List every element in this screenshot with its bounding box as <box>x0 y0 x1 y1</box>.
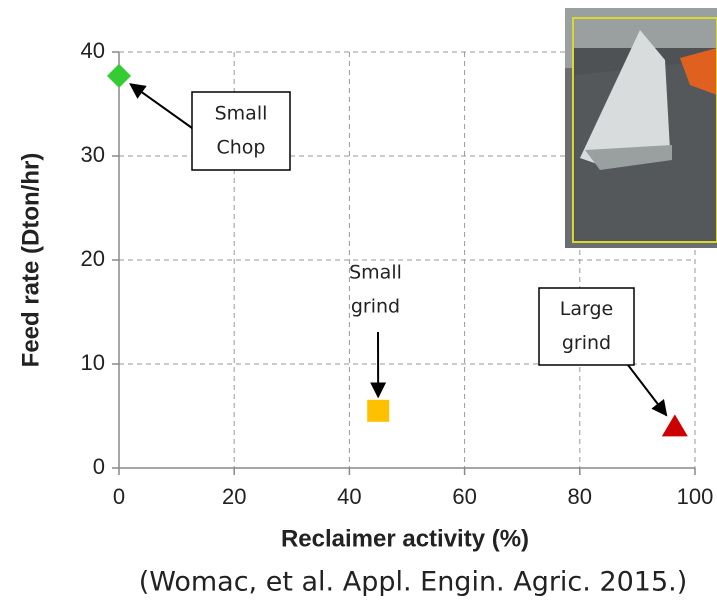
x-tick-label: 40 <box>337 484 361 509</box>
x-axis-label: Reclaimer activity (%) <box>281 525 529 552</box>
annotation-box <box>191 91 291 171</box>
annotation-arrow <box>129 83 193 129</box>
annotation-text: grind <box>351 296 400 318</box>
y-tick-label: 30 <box>81 142 105 167</box>
x-tick-label: 80 <box>568 484 592 509</box>
caption: (Womac, et al. Appl. Engin. Agric. 2015.… <box>139 567 688 598</box>
annotation-text: grind <box>562 332 611 354</box>
y-tick-label: 10 <box>81 350 105 375</box>
x-tick-label: 0 <box>113 484 125 509</box>
annotation-arrow <box>627 364 668 417</box>
inset-photo <box>565 8 717 248</box>
x-tick-label: 100 <box>677 484 714 509</box>
x-tick-label: 20 <box>222 484 246 509</box>
annotation-box <box>538 287 635 366</box>
point <box>367 399 390 422</box>
y-axis-label: Feed rate (Dton/hr) <box>17 153 44 368</box>
point <box>107 63 131 88</box>
point <box>661 414 688 437</box>
x-tick-label: 60 <box>452 484 476 509</box>
annotation-text: Large <box>560 298 613 320</box>
y-tick-label: 0 <box>93 454 105 479</box>
annotation-text: Small <box>215 103 268 125</box>
annotation-text: Chop <box>217 137 266 159</box>
y-tick-label: 20 <box>81 246 105 271</box>
y-tick-label: 40 <box>81 38 105 63</box>
annotation-text: Small <box>349 262 402 284</box>
